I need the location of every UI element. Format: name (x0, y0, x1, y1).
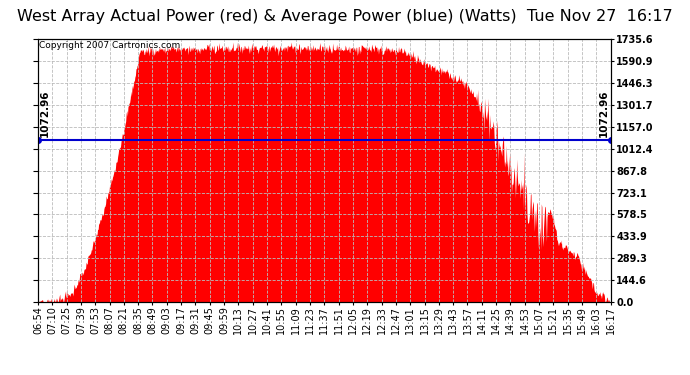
Text: West Array Actual Power (red) & Average Power (blue) (Watts)  Tue Nov 27  16:17: West Array Actual Power (red) & Average … (17, 9, 673, 24)
Text: 1072.96: 1072.96 (599, 89, 609, 136)
Text: 1072.96: 1072.96 (40, 89, 50, 136)
Text: Copyright 2007 Cartronics.com: Copyright 2007 Cartronics.com (39, 41, 180, 50)
